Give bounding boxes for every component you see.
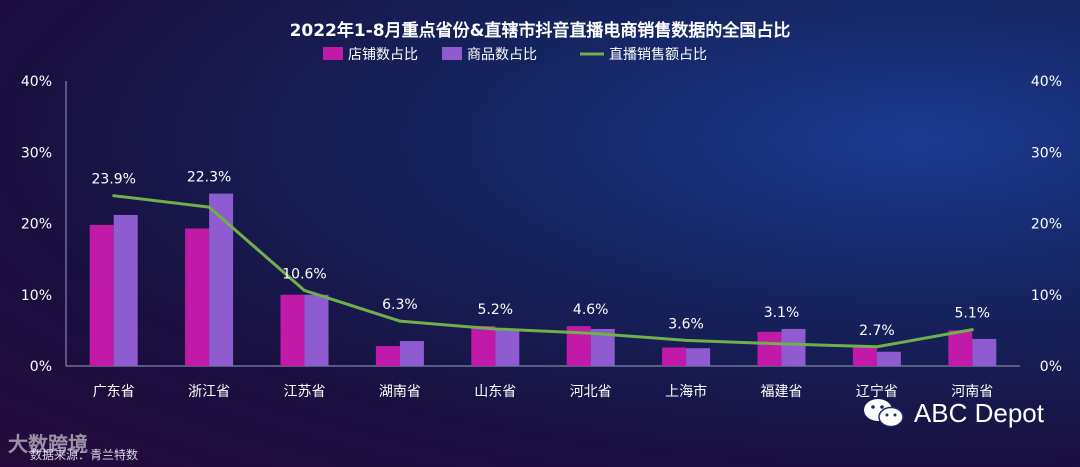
x-tick-label: 辽宁省 bbox=[856, 383, 898, 400]
brand-logo: 大数跨境 bbox=[8, 428, 88, 457]
data-label: 4.6% bbox=[573, 302, 609, 318]
bar bbox=[399, 341, 424, 366]
y-tick-label: 30% bbox=[21, 145, 52, 161]
line-point bbox=[970, 328, 974, 332]
data-label: 6.3% bbox=[382, 297, 418, 313]
axes: 0% 0% 10% 10% 20% 20% 30% 30% 40% 40% 广东省 浙江省 江苏省 湖南省… bbox=[21, 74, 1062, 400]
y-tick-label: 20% bbox=[21, 217, 52, 233]
legend-label: 商品数占比 bbox=[467, 47, 537, 63]
bar bbox=[662, 347, 687, 366]
y2-tick-label: 20% bbox=[1031, 217, 1062, 233]
data-label: 5.1% bbox=[955, 306, 991, 322]
bar bbox=[185, 228, 210, 366]
data-label: 23.9% bbox=[91, 172, 135, 188]
line-point bbox=[589, 331, 593, 335]
x-tick-label: 上海市 bbox=[665, 383, 707, 400]
y2-tick-label: 40% bbox=[1031, 74, 1062, 90]
bar bbox=[113, 214, 138, 366]
bar bbox=[972, 338, 997, 366]
bar bbox=[304, 294, 329, 366]
bar bbox=[209, 193, 234, 366]
x-tick-label: 广东省 bbox=[93, 384, 135, 400]
bar bbox=[852, 347, 877, 366]
y2-tick-label: 30% bbox=[1031, 145, 1062, 161]
x-tick-label: 江苏省 bbox=[284, 384, 326, 400]
line-series-path bbox=[113, 194, 973, 349]
legend: 店铺数占比 商品数占比 直播销售额占比 bbox=[323, 46, 707, 63]
bar bbox=[495, 329, 520, 366]
line-point bbox=[207, 205, 211, 209]
legend-swatch bbox=[323, 47, 343, 60]
watermark-text: ABC Depot bbox=[913, 397, 1044, 428]
bar bbox=[686, 348, 711, 366]
x-tick-label: 浙江省 bbox=[188, 384, 230, 400]
wechat-icon bbox=[863, 399, 904, 428]
data-label: 5.2% bbox=[478, 302, 514, 318]
line-point bbox=[684, 338, 688, 342]
chart-title: 2022年1-8月重点省份&直辖市抖音直播电商销售数据的全国占比 bbox=[290, 20, 791, 41]
data-label: 2.7% bbox=[859, 323, 895, 339]
line-point bbox=[303, 288, 306, 292]
y-tick-label: 10% bbox=[21, 288, 52, 304]
x-tick-label: 河北省 bbox=[570, 384, 612, 400]
x-tick-label: 福建省 bbox=[761, 384, 803, 400]
data-label: 3.1% bbox=[764, 305, 800, 321]
bar bbox=[375, 346, 400, 366]
bar bbox=[471, 326, 496, 366]
watermark: ABC Depot bbox=[862, 396, 1044, 430]
line-point bbox=[112, 194, 116, 198]
line-point bbox=[398, 319, 402, 323]
x-tick-label: 河南省 bbox=[951, 384, 993, 400]
bar bbox=[757, 331, 782, 366]
legend-swatch bbox=[442, 47, 462, 60]
bar bbox=[948, 330, 973, 366]
y2-tick-label: 0% bbox=[1040, 359, 1062, 375]
data-label: 10.6% bbox=[282, 266, 326, 282]
bar bbox=[876, 351, 901, 366]
y-tick-label: 0% bbox=[30, 359, 52, 375]
x-tick-label: 湖南省 bbox=[379, 384, 421, 400]
line-series bbox=[112, 194, 974, 349]
legend-label: 店铺数占比 bbox=[348, 47, 418, 63]
data-labels: 23.9% 22.3% 10.6% 6.3% 5.2% 4.6% 3.6% 3.1% 2.7% 5… bbox=[91, 170, 990, 339]
line-point bbox=[875, 345, 879, 349]
source-note: 数据来源：青兰特数 bbox=[30, 448, 139, 462]
data-label: 22.3% bbox=[187, 170, 231, 186]
bar bbox=[280, 294, 305, 366]
line-point bbox=[493, 327, 497, 331]
x-tick-label: 山东省 bbox=[474, 384, 516, 400]
line-point bbox=[780, 342, 783, 346]
bar bbox=[89, 224, 114, 366]
y-tick-label: 40% bbox=[21, 74, 52, 90]
y2-tick-label: 10% bbox=[1031, 288, 1062, 304]
bars bbox=[89, 193, 997, 366]
logo-text: 大数跨境 bbox=[8, 432, 88, 456]
legend-label: 直播销售额占比 bbox=[609, 46, 707, 63]
bar bbox=[781, 328, 806, 366]
data-label: 3.6% bbox=[668, 316, 704, 332]
